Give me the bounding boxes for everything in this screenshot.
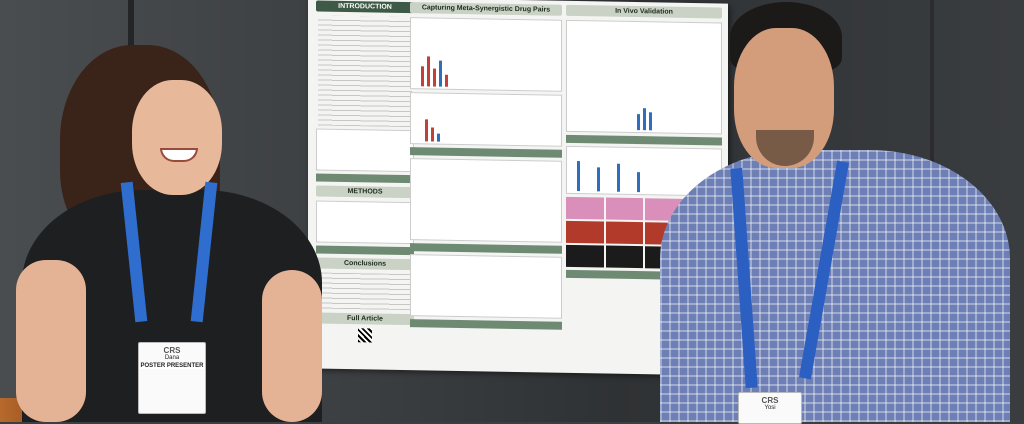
conclusions-heading: Conclusions bbox=[316, 257, 414, 271]
badge-name: Dana bbox=[164, 355, 180, 361]
name-badge-right: CRS Yosi bbox=[738, 392, 802, 424]
conclusions-text bbox=[316, 272, 414, 311]
invivo-curves-figure bbox=[566, 19, 722, 135]
table-caption-bar bbox=[410, 319, 562, 330]
full-article-heading: Full Article bbox=[316, 312, 414, 326]
intro-figure bbox=[316, 128, 414, 173]
person-right-shirt bbox=[660, 150, 1010, 422]
badge-logo: CRS bbox=[761, 396, 779, 405]
flowchart-figure bbox=[410, 158, 562, 243]
badge-role: POSTER PRESENTER bbox=[139, 363, 205, 369]
poster-left-column: INTRODUCTION METHODS Conclusions Full Ar… bbox=[316, 0, 414, 347]
invivo-caption-bar bbox=[566, 134, 722, 146]
badge-logo: CRS bbox=[163, 346, 181, 355]
synergy-caption-bar bbox=[410, 147, 562, 158]
person-left-face bbox=[132, 80, 222, 195]
synergy-chart-figure bbox=[410, 92, 562, 147]
intro-heading: INTRODUCTION bbox=[316, 0, 414, 14]
flowchart-caption-bar bbox=[410, 243, 562, 254]
person-left-arm bbox=[262, 270, 322, 422]
invivo-heading: In Vivo Validation bbox=[566, 4, 722, 19]
person-left-arm bbox=[16, 260, 86, 422]
synergy-heading: Capturing Meta-Synergistic Drug Pairs bbox=[410, 2, 562, 16]
table-figure bbox=[410, 254, 562, 319]
name-badge-left: CRS Dana POSTER PRESENTER bbox=[138, 342, 206, 414]
methods-caption-bar bbox=[316, 245, 414, 256]
intro-caption-bar bbox=[316, 173, 414, 184]
synergy-bar-figure bbox=[410, 17, 562, 92]
methods-heading: METHODS bbox=[316, 185, 414, 199]
poster-middle-column: Capturing Meta-Synergistic Drug Pairs bbox=[410, 0, 562, 333]
methods-figure bbox=[316, 200, 414, 245]
badge-name: Yosi bbox=[764, 405, 776, 411]
intro-text-block bbox=[316, 15, 414, 128]
qr-code bbox=[358, 328, 372, 343]
